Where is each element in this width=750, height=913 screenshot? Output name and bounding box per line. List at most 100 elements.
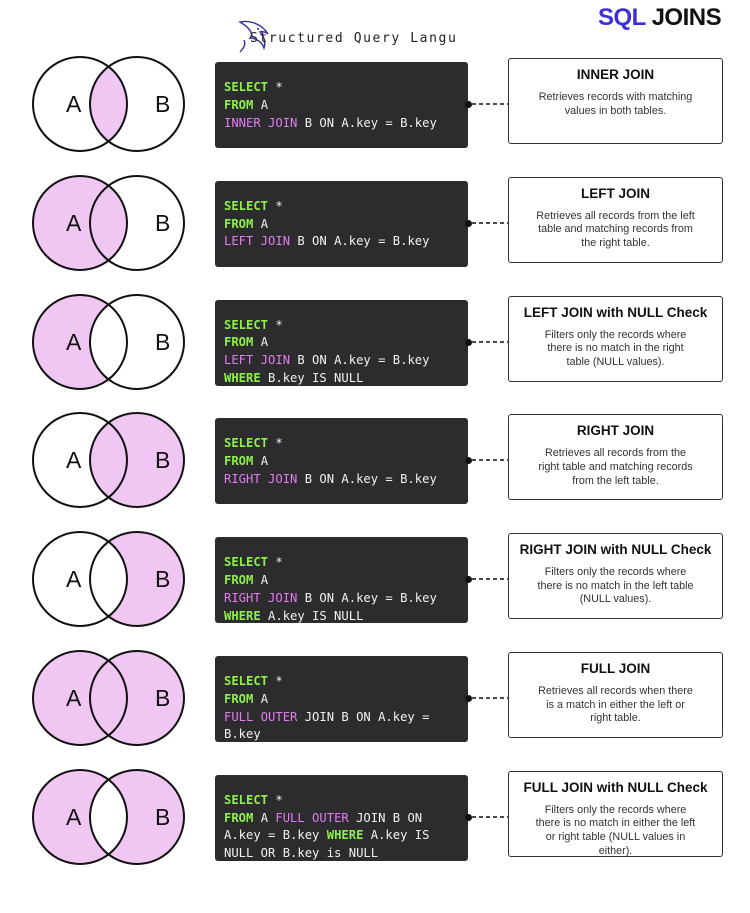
join-description-card: LEFT JOIN with NULL Check Filters only th… [508,295,723,382]
venn-circle-b [89,531,185,628]
join-description-card: FULL JOIN Retrieves all records when ther… [508,652,723,738]
sql-text: B ON A.key = B.key [290,234,430,249]
sql-keyword: FULL OUTER [275,810,349,825]
code-line: FROM A [224,453,460,471]
code-line: INNER JOIN B ON A.key = B.key [224,115,460,133]
code-line: SELECT * [224,79,460,97]
code-line: A.key = B.key WHERE A.key IS [224,827,460,845]
code-line: FROM A [224,334,460,352]
sql-text: * [268,198,283,213]
join-row: A B SELECT * FROM A FULL OUTER JOIN B ON A.k… [0,768,750,879]
sql-keyword: SELECT [224,555,269,570]
page-title: SQL JOINS [598,4,722,32]
sql-keyword: SELECT [224,198,269,213]
join-title: INNER JOIN [576,67,655,82]
sql-keyword: SELECT [224,80,269,94]
join-description: Retrieves all records when there is a ma… [538,685,693,725]
venn-fill-a-only [33,294,127,389]
venn-label-b: B [155,804,170,830]
join-title: LEFT JOIN with NULL Check [523,304,708,320]
venn-circle-a [32,650,128,746]
sql-text: A.key IS [363,828,430,843]
venn-circle-b [89,174,185,271]
sql-text: B ON A.key = B.key [297,115,437,130]
sql-code-block: SELECT * FROM A FULL OUTER JOIN B ON A.key… [215,774,468,863]
title-sql: SQL [598,4,646,31]
venn-label-b: B [155,447,170,473]
sql-keyword: FULL OUTER [224,709,298,724]
sql-text: A [253,454,269,469]
venn-fill-intersection [90,57,127,151]
join-title: FULL JOIN with NULL Check [523,779,708,795]
join-description: Filters only the records where there is … [535,803,696,857]
sql-keyword: WHERE [224,370,261,385]
join-row: A B SELECT * FROM A RIGHT JOIN B ON A.key = … [0,531,750,641]
sql-code-block: SELECT * FROM A INNER JOIN B ON A.key = B.… [215,62,468,148]
venn-circle-a [32,412,128,509]
venn-label-a: A [66,685,82,711]
sql-code-block: SELECT * FROM A LEFT JOIN B ON A.key = B.k… [215,180,468,267]
code-line: WHERE B.key IS NULL [224,370,460,388]
venn-fill-a [33,175,127,270]
join-description-card: RIGHT JOIN with NULL Check Filters only t… [508,533,723,620]
sql-text: JOIN B ON [348,810,423,825]
sql-text: * [268,792,283,807]
join-description: Retrieves all records from the right tab… [538,447,693,487]
sql-text: B ON A.key = B.key [290,353,430,368]
venn-label-b: B [155,566,170,592]
title-joins: JOINS [651,4,722,31]
code-line: LEFT JOIN B ON A.key = B.key [224,352,460,370]
connector-dot [465,219,472,227]
venn-label-b: B [155,91,170,117]
code-line: LEFT JOIN B ON A.key = B.key [224,233,460,251]
join-title: RIGHT JOIN [576,423,655,439]
code-line: FULL OUTER JOIN B ON A.key = [224,709,460,727]
sql-keyword: LEFT JOIN [224,353,291,368]
venn-circle-b [89,56,185,152]
join-row: A B SELECT * FROM A LEFT JOIN B ON A.key = B… [0,293,750,404]
sql-text: * [268,80,283,94]
sql-text: B.key [224,727,261,742]
venn-fill-b-only [90,532,184,627]
join-description: Retrieves records with matching values i… [538,91,693,117]
sql-keyword: RIGHT JOIN [224,471,298,486]
code-line: NULL OR B.key is NULL [224,845,460,863]
code-line: RIGHT JOIN B ON A.key = B.key [224,471,460,489]
sql-text: A.key = B.key [224,828,327,843]
join-title: LEFT JOIN [580,185,650,201]
sql-keyword: FROM [224,572,254,587]
sql-code-block: SELECT * FROM A RIGHT JOIN B ON A.key = B.… [215,418,468,505]
sql-text: * [268,555,283,570]
code-line: SELECT * [224,673,460,691]
sql-keyword: SELECT [224,674,269,688]
venn-label-a: A [66,91,82,117]
join-title: FULL JOIN [580,661,651,676]
code-line: SELECT * [224,198,460,216]
join-row: A B SELECT * FROM A LEFT JOIN B ON A.key = B… [0,174,750,285]
venn-label-b: B [155,210,170,236]
sql-keyword: INNER JOIN [224,115,298,130]
connector-dot [465,457,472,465]
join-row: A B SELECT * FROM A RIGHT JOIN B ON A.key = … [0,412,750,522]
venn-circle-b [89,650,185,746]
join-description: Filters only the records where there is … [544,328,687,368]
sql-text: A [253,216,269,231]
sql-keyword: FROM [224,810,254,825]
join-description: Filters only the records where there is … [537,566,694,606]
sql-text: * [268,436,283,451]
code-line: RIGHT JOIN B ON A.key = B.key [224,590,460,608]
venn-label-b: B [155,685,170,711]
venn-label-a: A [66,804,82,830]
sql-keyword: FROM [224,454,254,469]
sql-keyword: FROM [224,691,254,706]
sql-code-block: SELECT * FROM A LEFT JOIN B ON A.key = B.k… [215,299,468,388]
join-description-card: RIGHT JOIN Retrieves all records from the… [508,414,723,501]
sql-text: A.key IS NULL [260,608,364,623]
connector-dot [465,813,472,821]
code-line: FROM A [224,572,460,590]
connector-dot [465,338,472,346]
sql-text: NULL OR B.key is NULL [224,846,379,861]
